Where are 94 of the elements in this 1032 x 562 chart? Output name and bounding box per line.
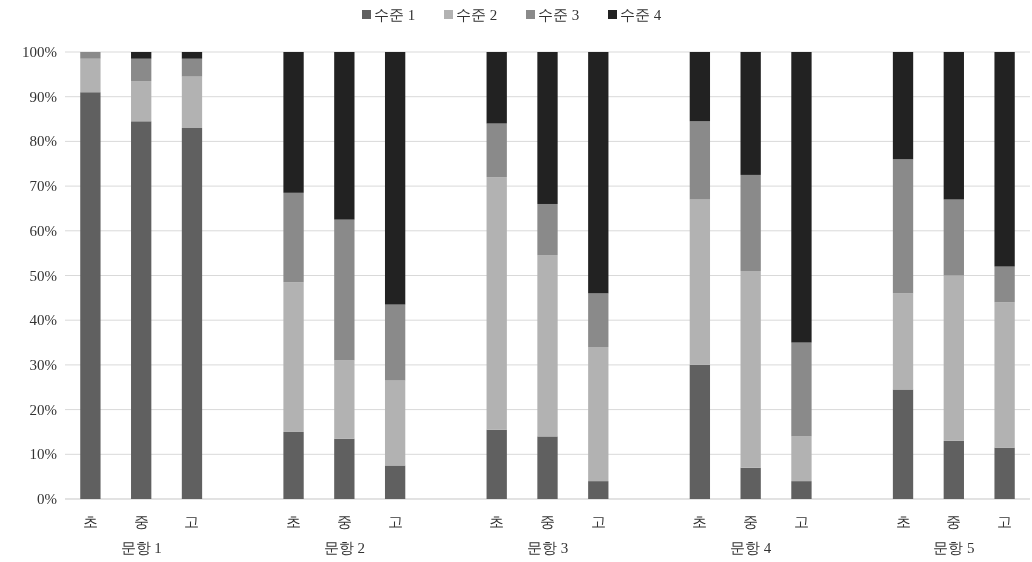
bar <box>334 219 355 361</box>
bar <box>131 52 152 59</box>
y-tick-label: 80% <box>29 133 57 150</box>
x-tick-label: 중 <box>743 514 759 530</box>
x-tick-label: 초 <box>692 514 708 530</box>
x-tick-label: 초 <box>895 514 911 530</box>
bar <box>80 52 101 59</box>
bar <box>334 360 355 439</box>
x-tick-label: 초 <box>489 514 505 530</box>
bar <box>283 282 304 432</box>
bar <box>588 52 609 294</box>
x-tick-label: 고 <box>793 514 809 530</box>
bar <box>334 52 355 220</box>
legend-label: 수준 3 <box>538 7 580 23</box>
bar <box>892 52 914 160</box>
bar <box>689 121 711 200</box>
bar <box>892 159 914 294</box>
bar <box>181 127 203 499</box>
bar <box>486 177 507 430</box>
bar <box>689 364 711 499</box>
y-tick-label: 30% <box>29 356 57 373</box>
text: 문항 3 <box>526 540 569 556</box>
text: 문항 2 <box>323 540 365 556</box>
bar <box>537 203 558 256</box>
x-tick-label: 중 <box>946 514 962 530</box>
x-tick-label: 중 <box>336 514 352 530</box>
bar <box>131 81 152 122</box>
bar <box>537 436 558 499</box>
bar <box>994 302 1015 448</box>
bar <box>943 440 964 499</box>
bar <box>384 465 406 499</box>
legend-label: 수준 1 <box>374 7 416 23</box>
bar <box>740 467 761 499</box>
x-tick-label: 고 <box>590 514 606 530</box>
bar <box>80 58 101 93</box>
bar <box>384 380 406 466</box>
bar <box>740 52 761 175</box>
bar <box>283 192 304 283</box>
bar <box>80 92 101 499</box>
bar <box>334 438 355 499</box>
bar <box>588 347 609 482</box>
bar <box>131 58 152 82</box>
bar <box>588 481 609 499</box>
y-tick-label: 60% <box>29 222 57 239</box>
bar <box>994 447 1015 499</box>
bar <box>384 304 406 381</box>
bar <box>943 275 964 441</box>
x-tick-label: 중 <box>133 514 149 530</box>
x-tick-label: 초 <box>286 514 302 530</box>
bar <box>384 52 406 305</box>
bar <box>892 389 914 499</box>
text: 문항 5 <box>933 540 975 556</box>
bar <box>131 121 152 499</box>
x-tick-label: 고 <box>184 514 200 530</box>
bar <box>537 52 558 204</box>
x-tick-label: 중 <box>540 514 555 530</box>
bar <box>791 436 812 482</box>
bar <box>537 255 558 437</box>
bar <box>943 52 964 200</box>
legend-label: 수준 2 <box>456 7 498 23</box>
bar <box>994 52 1015 267</box>
y-tick-label: 10% <box>29 446 57 463</box>
bar <box>740 174 761 272</box>
y-tick-label: 90% <box>29 88 57 105</box>
text: 문항 4 <box>730 540 772 556</box>
bar <box>486 52 507 124</box>
y-tick-label: 70% <box>29 178 57 195</box>
bar <box>994 266 1015 303</box>
y-tick-label: 100% <box>22 44 57 60</box>
y-tick-label: 20% <box>29 401 57 418</box>
bar <box>181 76 203 128</box>
y-tick-label: 0% <box>37 491 57 507</box>
bar <box>689 199 711 365</box>
bar <box>588 293 609 348</box>
text: 문항 1 <box>120 540 162 556</box>
legend-label: 수준 4 <box>620 7 662 23</box>
y-tick-label: 40% <box>29 312 57 329</box>
bar <box>791 52 812 343</box>
bar <box>943 199 964 276</box>
y-tick-label: 50% <box>29 267 57 284</box>
bar <box>740 271 761 468</box>
bar <box>486 429 507 499</box>
x-tick-label: 고 <box>387 514 403 530</box>
bar <box>283 52 304 193</box>
bar <box>689 52 711 122</box>
x-tick-label: 초 <box>82 514 98 530</box>
bar <box>791 342 812 437</box>
bar <box>791 481 812 499</box>
bar <box>181 52 203 59</box>
bar <box>283 431 304 499</box>
bar <box>181 58 203 77</box>
x-tick-label: 고 <box>997 514 1013 530</box>
bar <box>892 293 914 390</box>
bar <box>486 123 507 178</box>
